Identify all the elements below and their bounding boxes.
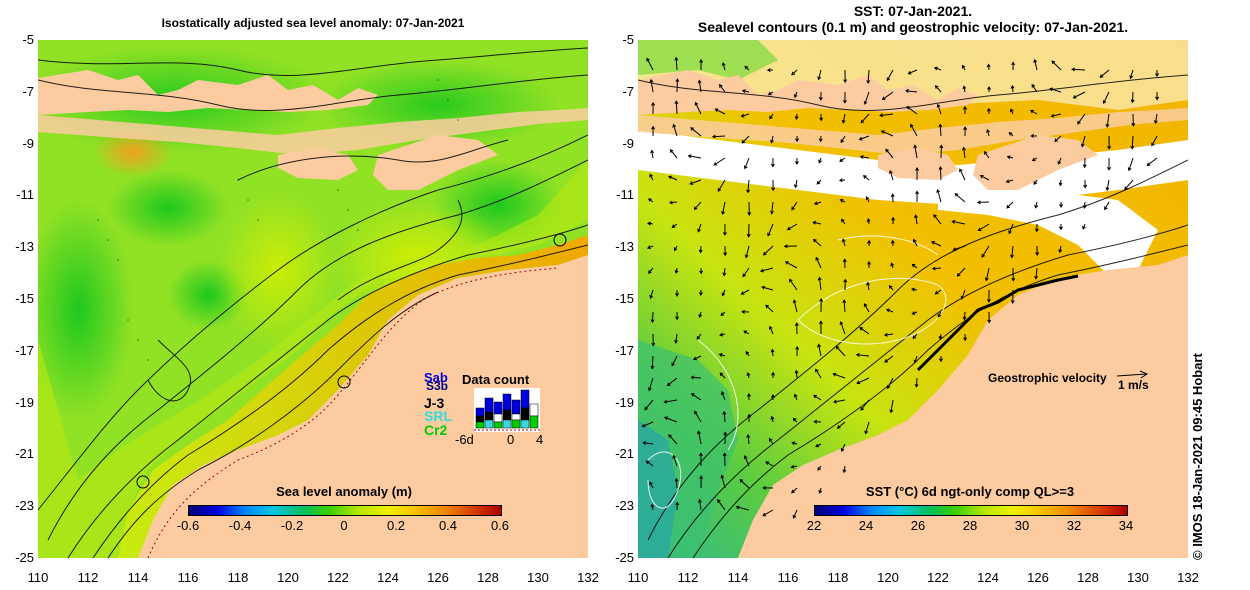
right-lon-tick: 110 xyxy=(627,570,649,585)
sla-colorbar-tick: 0.4 xyxy=(438,518,458,533)
velocity-key-arrow-icon xyxy=(1116,370,1149,379)
left-lon-tick: 132 xyxy=(577,570,599,585)
sat-label-j3: J-3 xyxy=(424,395,445,411)
left-lon-tick: 120 xyxy=(277,570,299,585)
right-lat-tick: -23 xyxy=(615,498,634,514)
right-lat-tick: -7 xyxy=(622,83,634,99)
right-lat-tick: -19 xyxy=(615,394,634,410)
right-lat-tick: -25 xyxy=(615,550,634,565)
left-lat-tick: -17 xyxy=(15,342,34,358)
right-lat-tick: -17 xyxy=(615,342,634,358)
sla-colorbar-tick: -0.4 xyxy=(228,518,252,533)
credit-text: © IMOS 18-Jan-2021 09:45 Hobart xyxy=(1190,353,1205,560)
right-lon-tick: 114 xyxy=(727,570,749,585)
left-lon-tick: 116 xyxy=(177,570,199,585)
left-lon-tick: 112 xyxy=(77,570,99,585)
left-lon-tick: 124 xyxy=(377,570,399,585)
sla-colorbar-tick: 0.2 xyxy=(386,518,406,533)
right-lon-tick: 130 xyxy=(1127,570,1149,585)
data-count-tick-0: 0 xyxy=(507,432,515,447)
left-lat-tick: -13 xyxy=(15,239,34,255)
left-lat-tick: -25 xyxy=(15,550,34,565)
right-lon-tick: 126 xyxy=(1027,570,1049,585)
right-lon-tick: 132 xyxy=(1177,570,1199,585)
sst-colorbar-tick: 34 xyxy=(1118,518,1134,533)
right-lon-tick: 122 xyxy=(927,570,949,585)
right-lon-tick: 128 xyxy=(1077,570,1099,585)
sla-colorbar-tick: 0 xyxy=(340,518,348,533)
left-lat-tick: -11 xyxy=(16,187,34,203)
data-count-bars xyxy=(474,388,540,432)
sea-level-anomaly-map xyxy=(38,40,588,558)
velocity-key-label: Geostrophic velocity xyxy=(988,371,1107,385)
sla-colorbar-tick: -0.6 xyxy=(176,518,200,533)
velocity-key-unit: 1 m/s xyxy=(1118,378,1149,392)
left-lat-tick: -21 xyxy=(15,446,34,462)
right-lat-tick: -9 xyxy=(622,135,634,151)
right-lat-tick: -21 xyxy=(615,446,634,462)
sla-colorbar-gradient xyxy=(188,505,502,516)
data-count-tick-4: 4 xyxy=(536,432,544,447)
sat-label-sab: Sab xyxy=(424,370,448,385)
sat-label-srl: SRL xyxy=(424,408,452,424)
sst-colorbar-tick: 32 xyxy=(1066,518,1082,533)
left-lon-tick: 118 xyxy=(227,570,249,585)
sst-colorbar-tick: 22 xyxy=(806,518,822,533)
right-lat-tick: -13 xyxy=(615,239,634,255)
right-lon-tick: 116 xyxy=(777,570,799,585)
sst-colorbar-tick: 24 xyxy=(858,518,874,533)
left-lat-tick: -15 xyxy=(15,291,34,306)
right-map-title-line2: Sealevel contours (0.1 m) and geostrophi… xyxy=(697,19,1129,35)
right-lon-tick: 124 xyxy=(977,570,999,585)
left-lat-tick: -5 xyxy=(22,32,34,47)
right-map-title-line1: SST: 07-Jan-2021. xyxy=(853,3,973,19)
sst-colorbar-tick: 26 xyxy=(910,518,926,533)
left-lon-tick: 126 xyxy=(427,570,449,585)
sst-colorbar-tick: 28 xyxy=(962,518,978,533)
sat-label-cr2: Cr2 xyxy=(424,422,448,438)
right-lat-tick: -15 xyxy=(615,291,634,306)
left-lat-tick: -7 xyxy=(22,83,34,99)
sst-colorbar-tick: 30 xyxy=(1014,518,1030,533)
sat-label-s3b: S3b xyxy=(426,379,449,393)
sla-colorbar-tick: -0.2 xyxy=(280,518,304,533)
right-lon-tick: 112 xyxy=(677,570,699,585)
left-lon-tick: 128 xyxy=(477,570,499,585)
sst-colorbar-gradient xyxy=(814,505,1128,516)
right-lon-tick: 118 xyxy=(827,570,849,585)
sst-geostrophic-velocity-map xyxy=(638,40,1188,558)
left-lat-tick: -19 xyxy=(15,394,34,410)
data-count-title: Data count xyxy=(462,372,530,387)
sla-colorbar-title: Sea level anomaly (m) xyxy=(276,484,412,499)
left-lon-tick: 130 xyxy=(527,570,549,585)
left-lon-tick: 114 xyxy=(127,570,149,585)
right-lat-tick: -5 xyxy=(622,32,634,47)
sla-colorbar-tick: 0.6 xyxy=(490,518,510,533)
data-count-tick-neg6d: -6d xyxy=(455,432,474,447)
right-lat-tick: -11 xyxy=(616,187,634,203)
sst-colorbar-title: SST (°C) 6d ngt-only comp QL>=3 xyxy=(865,484,1075,499)
left-lat-tick: -9 xyxy=(22,135,34,151)
left-lon-tick: 122 xyxy=(327,570,349,585)
left-lon-tick: 110 xyxy=(27,570,49,585)
left-map-title: Isostatically adjusted sea level anomaly… xyxy=(161,16,465,30)
right-lon-tick: 120 xyxy=(877,570,899,585)
left-lat-tick: -23 xyxy=(15,498,34,514)
